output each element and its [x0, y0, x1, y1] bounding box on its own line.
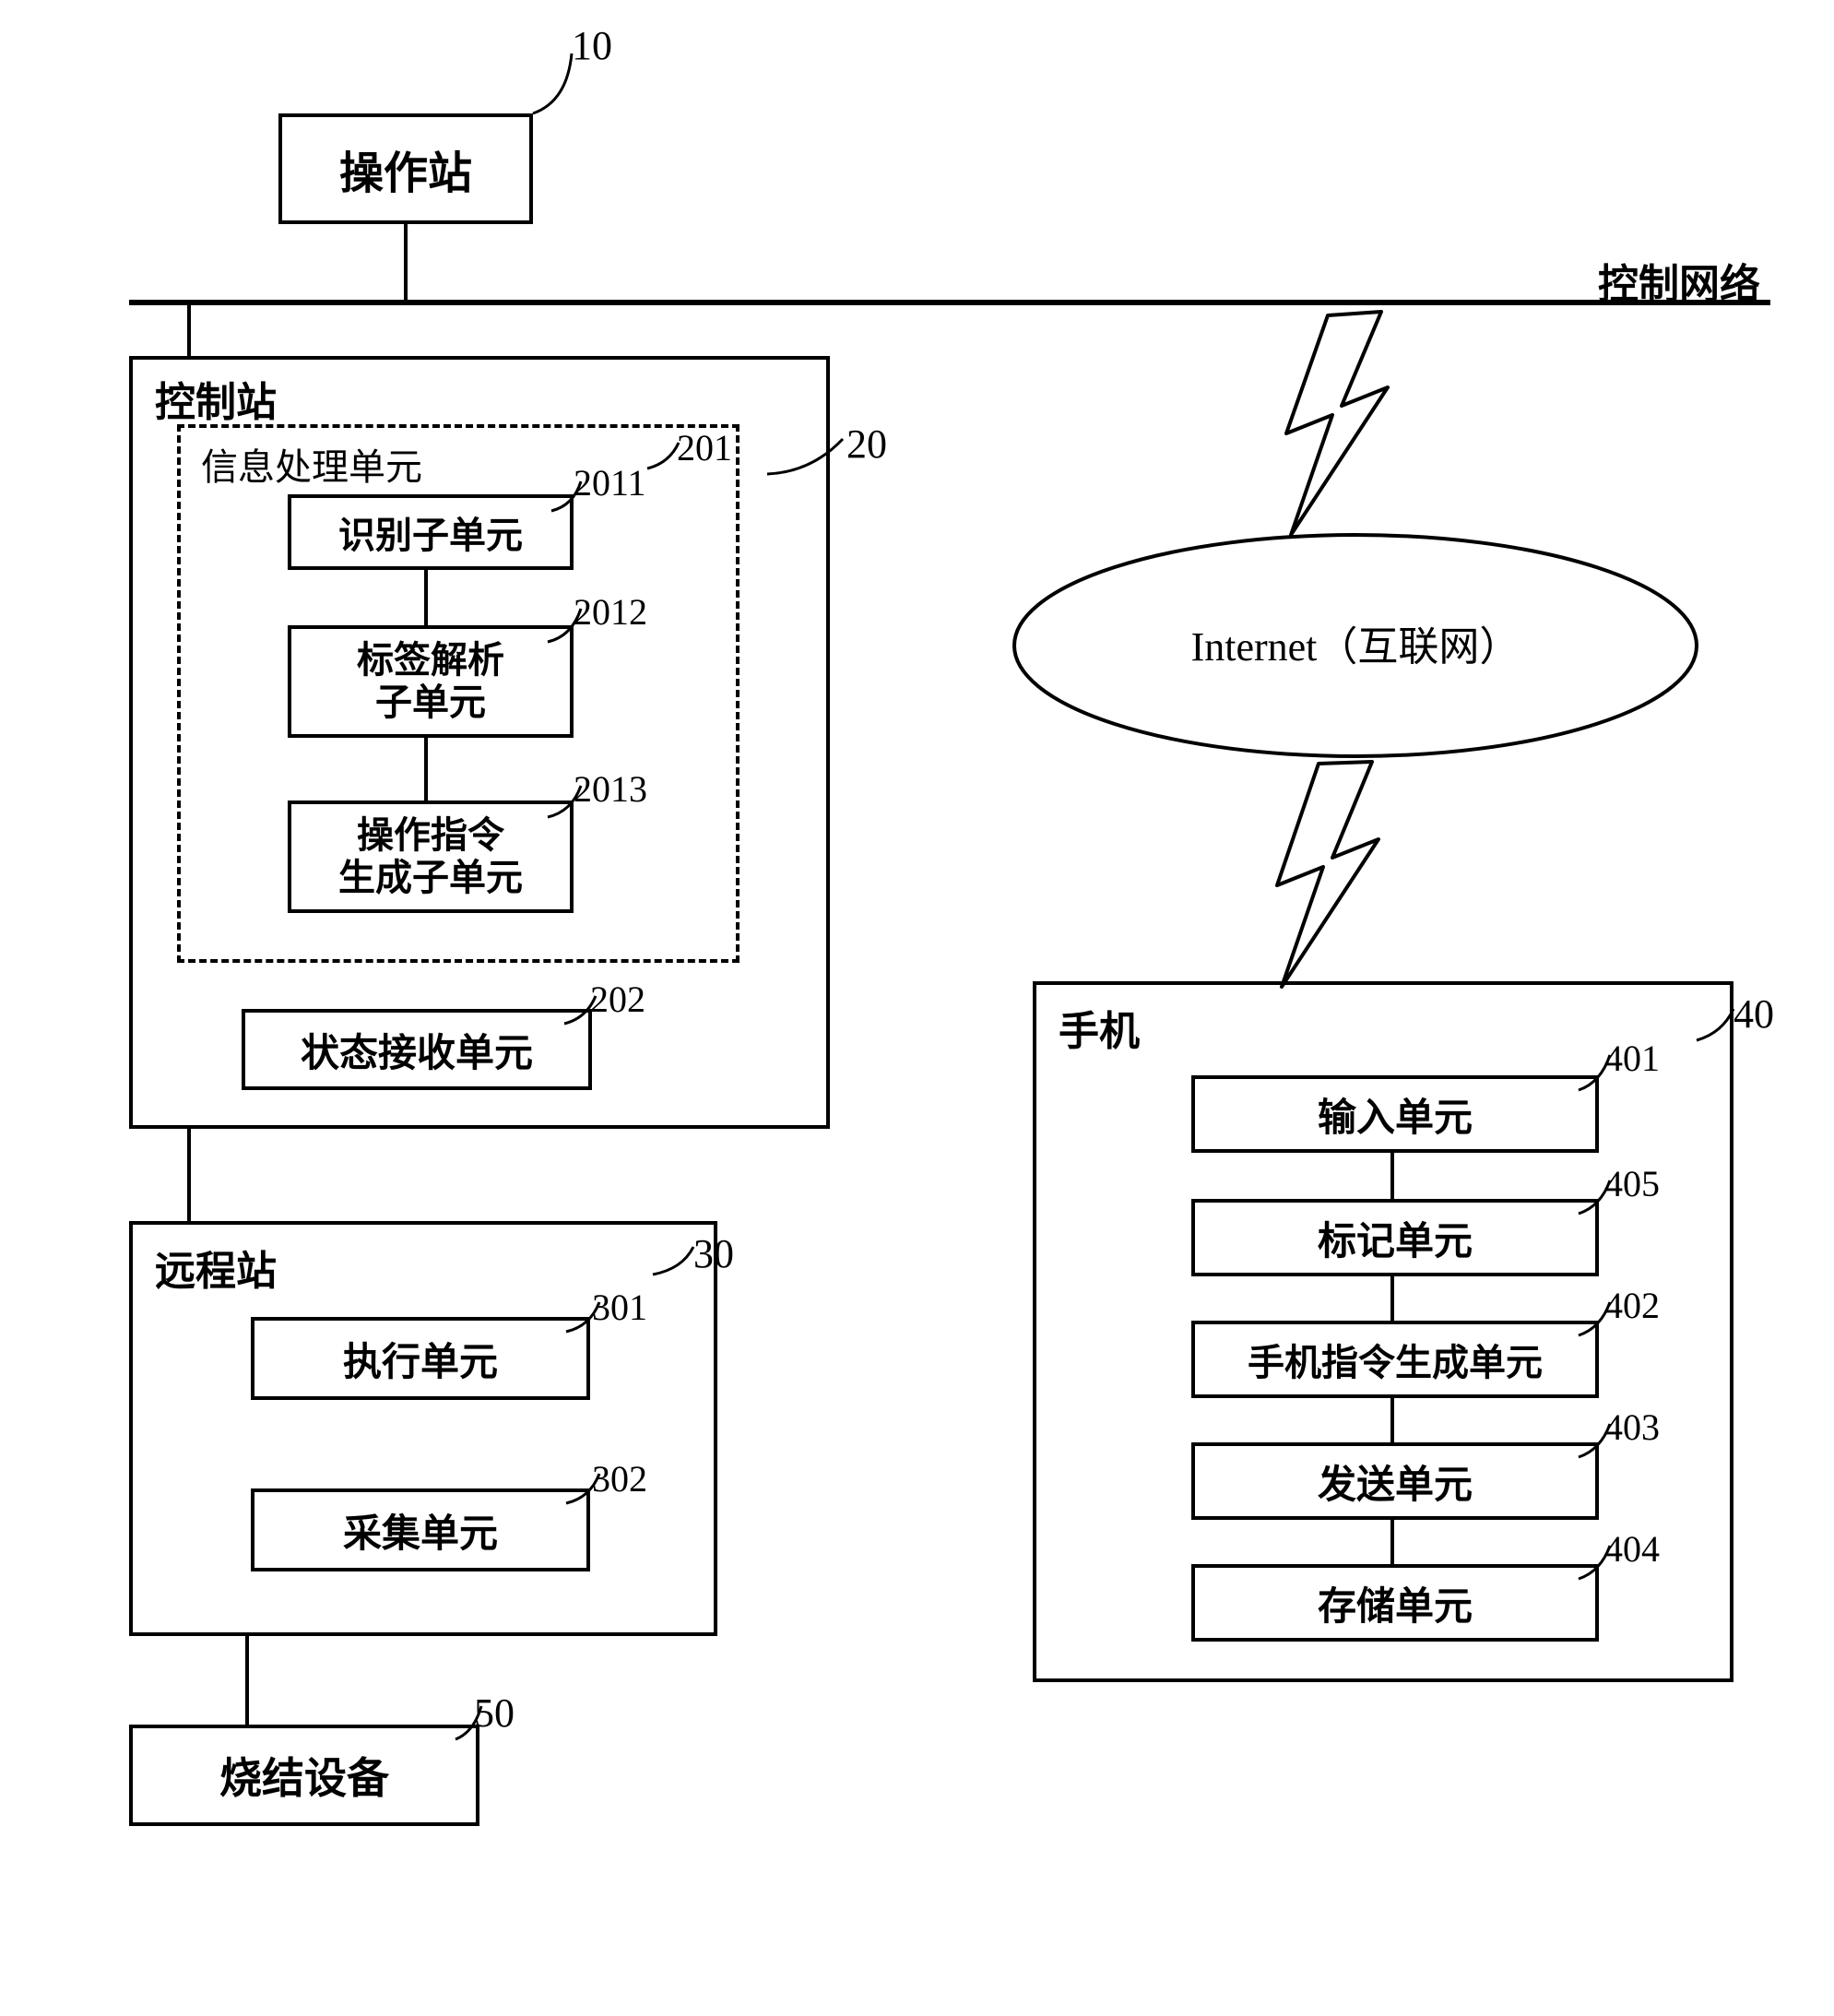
internet-ellipse	[1014, 535, 1697, 756]
phone-402-box: 手机指令生成单元	[1191, 1321, 1599, 1398]
status-recv-id: 202	[590, 978, 645, 1021]
sub-connect-2	[424, 738, 428, 800]
collect-unit-box: 采集单元	[251, 1488, 590, 1571]
subunit-2013-id: 2013	[574, 767, 647, 811]
remote-to-sinter-line	[245, 1636, 249, 1725]
subunit-2011-id: 2011	[574, 461, 646, 504]
phone-conn-2	[1390, 1276, 1394, 1321]
phone-conn-3	[1390, 1398, 1394, 1442]
phone-403-id: 403	[1604, 1405, 1660, 1449]
status-recv-label: 状态接收单元	[301, 1022, 533, 1078]
subunit-2013-box: 操作指令 生成子单元	[288, 800, 574, 913]
remote-station-id: 30	[693, 1230, 734, 1277]
sinter-box: 烧结设备	[129, 1725, 479, 1826]
internet-label: Internet（互联网）	[1191, 624, 1520, 670]
sinter-label: 烧结设备	[219, 1745, 389, 1806]
operator-station-id: 10	[572, 22, 612, 69]
phone-conn-1	[1390, 1153, 1394, 1199]
exec-unit-id: 301	[592, 1286, 647, 1329]
subunit-2013-label: 操作指令 生成子单元	[338, 814, 523, 899]
remote-station-label: 远程站	[155, 1238, 277, 1297]
collect-unit-label: 采集单元	[343, 1502, 498, 1559]
sinter-id: 50	[474, 1690, 515, 1737]
diagram-canvas: 控制网络 操作站 10 控制站 20 信息处理单元 201 识别子单元 2011…	[0, 0, 1834, 2016]
control-to-remote-line	[187, 1129, 191, 1221]
info-unit-label: 信息处理单元	[201, 437, 422, 491]
phone-404-box: 存储单元	[1191, 1564, 1599, 1642]
phone-405-id: 405	[1604, 1162, 1660, 1205]
phone-id: 40	[1733, 990, 1774, 1038]
lightning-1-icon	[1286, 312, 1388, 535]
phone-405-box: 标记单元	[1191, 1199, 1599, 1276]
operator-station-label: 操作站	[339, 136, 472, 201]
operator-station-box: 操作站	[278, 113, 533, 224]
phone-403-label: 发送单元	[1318, 1453, 1473, 1510]
operator-to-network-line	[404, 224, 408, 302]
network-to-control-line	[187, 302, 191, 356]
collect-unit-id: 302	[592, 1457, 647, 1500]
phone-401-label: 输入单元	[1318, 1086, 1473, 1143]
phone-402-id: 402	[1604, 1284, 1660, 1327]
sub-connect-1	[424, 570, 428, 625]
info-unit-id: 201	[677, 426, 732, 469]
phone-label: 手机	[1059, 998, 1140, 1057]
control-station-id: 20	[846, 421, 887, 468]
subunit-2012-label: 标签解析 子单元	[357, 639, 504, 724]
phone-402-label: 手机指令生成单元	[1248, 1333, 1543, 1386]
phone-404-label: 存储单元	[1318, 1575, 1473, 1631]
control-station-label: 控制站	[155, 369, 277, 428]
exec-unit-label: 执行单元	[343, 1331, 498, 1387]
status-recv-box: 状态接收单元	[242, 1009, 592, 1090]
leader-10	[533, 53, 572, 113]
phone-405-label: 标记单元	[1318, 1210, 1473, 1266]
subunit-2011-box: 识别子单元	[288, 494, 574, 570]
subunit-2012-id: 2012	[574, 590, 647, 634]
control-network-line	[129, 300, 1770, 305]
subunit-2011-label: 识别子单元	[338, 505, 523, 559]
phone-conn-4	[1390, 1520, 1394, 1564]
control-network-label: 控制网络	[1598, 251, 1760, 310]
lightning-2-icon	[1277, 762, 1378, 987]
phone-401-id: 401	[1604, 1037, 1660, 1080]
subunit-2012-box: 标签解析 子单元	[288, 625, 574, 738]
exec-unit-box: 执行单元	[251, 1317, 590, 1400]
phone-401-box: 输入单元	[1191, 1075, 1599, 1153]
phone-403-box: 发送单元	[1191, 1442, 1599, 1520]
phone-404-id: 404	[1604, 1527, 1660, 1571]
